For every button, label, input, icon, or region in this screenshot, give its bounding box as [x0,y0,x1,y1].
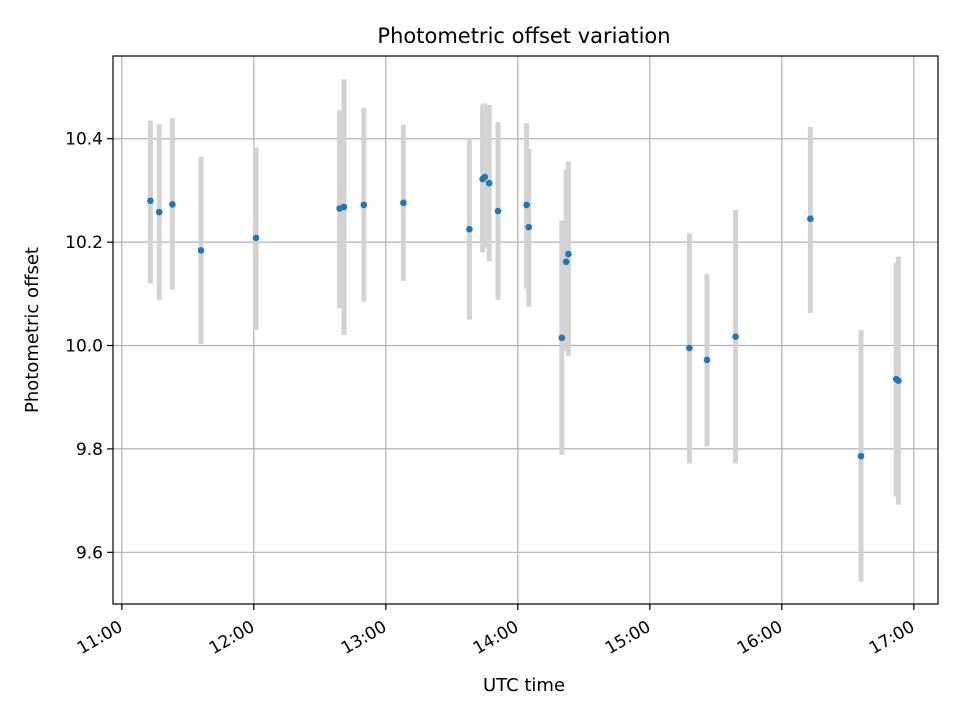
data-point [523,201,530,209]
data-point [400,199,407,207]
grid [113,56,938,604]
data-point [485,179,493,187]
data-point [732,333,739,341]
data-point [494,207,502,215]
data-point [252,234,260,242]
chart-title: Photometric offset variation [377,24,670,48]
data-point [807,215,814,223]
data-point [525,223,533,231]
y-tick-label: 10.4 [65,130,103,150]
y-tick-label: 10.2 [65,233,103,253]
x-axis-label: UTC time [483,675,565,696]
data-point [155,208,163,216]
y-axis-ticks: 9.6 9.8 10.0 10.2 10.4 [65,130,113,563]
data-point [169,201,176,208]
y-tick-label: 9.8 [76,440,103,460]
data-point [558,334,566,342]
data-point [562,258,570,266]
y-tick-label: 9.6 [76,543,103,563]
data-point [481,173,489,181]
data-point [340,203,348,211]
data-point [147,197,154,205]
y-axis-label: Photometric offset [22,247,43,413]
data-points [147,173,902,460]
plot-frame [112,55,939,605]
data-point [197,247,205,254]
data-point [565,250,572,258]
data-point [857,452,865,460]
data-point [703,356,711,364]
y-tick-label: 10.0 [65,337,103,357]
data-point [360,201,368,209]
data-point [895,377,902,384]
data-point [686,344,693,352]
data-point [466,225,473,233]
